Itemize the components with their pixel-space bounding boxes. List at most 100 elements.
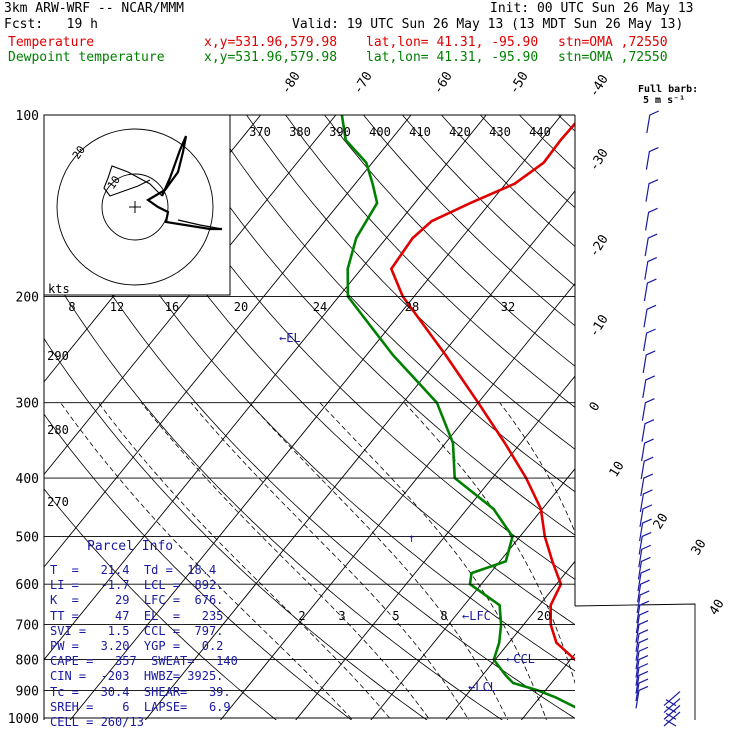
parcel-info-row: SVI = 1.5 CCL = 797. xyxy=(50,623,224,638)
dewpoint-station: stn=OMA ,72550 xyxy=(558,50,668,65)
wind-barb xyxy=(642,375,656,399)
wind-barb xyxy=(635,638,649,661)
isotherm-line xyxy=(44,115,337,476)
wind-barb xyxy=(645,147,659,170)
theta-label: 390 xyxy=(329,125,351,139)
wind-barb-shaft xyxy=(638,531,652,555)
dry-adiabat-line xyxy=(90,115,575,626)
wind-barb-shaft xyxy=(641,419,655,442)
barb-legend-title: Full barb: xyxy=(638,84,699,95)
hodograph-ring-20 xyxy=(56,128,214,286)
isotherm-label: -40 xyxy=(587,72,612,100)
wind-barb-shaft xyxy=(643,278,657,302)
isotherm-line xyxy=(370,468,575,720)
mixing-ratio-label: 20 xyxy=(537,609,551,623)
isotherm-line xyxy=(0,115,35,731)
temperature-latlon: lat,lon= 41.31, -95.90 xyxy=(366,35,539,50)
theta-left-label: 280 xyxy=(47,423,69,437)
parcel-info-row: Tc = 30.4 SHEAR= 39. xyxy=(50,684,231,699)
wind-barb xyxy=(663,704,681,720)
wind-barb-shaft xyxy=(635,678,649,702)
wind-barb-shaft xyxy=(643,304,657,328)
wind-barb-shaft xyxy=(637,568,651,592)
wind-barb-shaft xyxy=(635,638,649,661)
wind-barb-shaft xyxy=(639,489,653,513)
wind-barb-shaft xyxy=(635,670,649,694)
moist-adiabat-line xyxy=(594,403,663,731)
isotherm-lines xyxy=(0,115,575,731)
wind-barb xyxy=(645,207,658,231)
wind-barb xyxy=(646,110,660,134)
parcel-info-row: CIN = -203 HWBZ= 3925. xyxy=(50,669,224,684)
wind-barb-shaft xyxy=(640,473,654,497)
wind-barb xyxy=(639,489,653,513)
hodograph-frame xyxy=(43,114,231,296)
wind-barb xyxy=(637,568,651,592)
parcel-info-row: T = 21.4 Td = 18.4 xyxy=(50,563,217,577)
theta-label: 430 xyxy=(489,125,511,139)
level-annotation: ←EL xyxy=(279,331,301,345)
wind-barb xyxy=(644,257,658,280)
pressure-tick-label: 200 xyxy=(16,291,39,306)
wind-barb xyxy=(635,646,649,670)
isotherm-label: -20 xyxy=(587,232,612,260)
wind-barb xyxy=(641,419,655,442)
mixing-ratio-label: 3 xyxy=(338,609,345,623)
sounding-series xyxy=(340,115,575,709)
theta-label: 400 xyxy=(369,125,391,139)
wind-barb xyxy=(640,473,654,497)
temperature-xy: x,y=531.96,579.98 xyxy=(204,35,338,50)
wind-barb-shaft xyxy=(639,518,652,542)
wind-barb-shaft xyxy=(635,655,649,678)
isotherm-label: -60 xyxy=(431,69,456,97)
isotherm-label: -70 xyxy=(351,69,376,97)
level-annotation: ←LCL xyxy=(468,680,497,694)
wind-barb xyxy=(643,304,657,328)
isotherm-label: -50 xyxy=(507,69,532,97)
isotherm-line xyxy=(295,375,575,720)
isotherm-label: 30 xyxy=(689,537,710,558)
dewpoint-legend: Dewpoint temperature xyxy=(8,50,165,65)
dry-adiabat-line xyxy=(207,115,575,493)
temperature-line xyxy=(390,121,575,662)
hodograph-trace xyxy=(145,135,222,231)
barb-legend-unit: 5 m s⁻¹ xyxy=(643,95,686,106)
wind-barb xyxy=(645,179,659,202)
wind-barb xyxy=(642,350,656,374)
wind-barb xyxy=(639,504,653,527)
isotherm-line xyxy=(144,190,575,720)
parcel-info-title: Parcel Info xyxy=(87,539,174,554)
pressure-tick-label: 400 xyxy=(16,472,39,487)
isotherm-line xyxy=(220,282,575,720)
level-annotation: ←CCL xyxy=(506,652,535,666)
wind-barb xyxy=(637,579,650,603)
wind-barb xyxy=(644,233,658,257)
hodograph-ring-label: 20 xyxy=(70,143,88,161)
parcel-info-row: CAPE = 357 SWEAT= 140 xyxy=(50,654,238,669)
parcel-info-row: PW = 3.20 YGP = 0.2 xyxy=(50,639,224,653)
theta-left-label: 270 xyxy=(47,495,69,509)
isotherm-line xyxy=(445,560,575,720)
mixing-ratio-label: 12 xyxy=(110,300,124,314)
dry-adiabat-line xyxy=(51,115,575,672)
wind-barb xyxy=(663,711,681,727)
isotherm-label: -10 xyxy=(587,312,612,340)
wind-barb-shaft xyxy=(642,350,656,374)
wind-barb-shaft xyxy=(644,257,658,280)
wind-barb-shaft xyxy=(637,556,651,580)
hodograph-ring-label: 10 xyxy=(105,173,123,191)
pressure-tick-label: 300 xyxy=(16,397,39,412)
isotherm-label: -80 xyxy=(279,69,304,97)
dry-adiabat-line xyxy=(558,115,575,132)
dry-adiabat-lines xyxy=(44,115,575,720)
dry-adiabat-line xyxy=(402,115,575,287)
parcel-marker: ↑ xyxy=(408,531,415,545)
moist-adiabat-line xyxy=(141,402,431,720)
isotherm-line xyxy=(44,115,412,568)
wind-barb xyxy=(635,663,649,686)
temperature-legend: Temperature xyxy=(8,35,95,50)
wind-barb-shaft xyxy=(635,610,649,634)
wind-barb-shaft xyxy=(639,504,653,527)
pressure-lines xyxy=(43,114,696,720)
wind-barb-shaft xyxy=(645,179,659,202)
